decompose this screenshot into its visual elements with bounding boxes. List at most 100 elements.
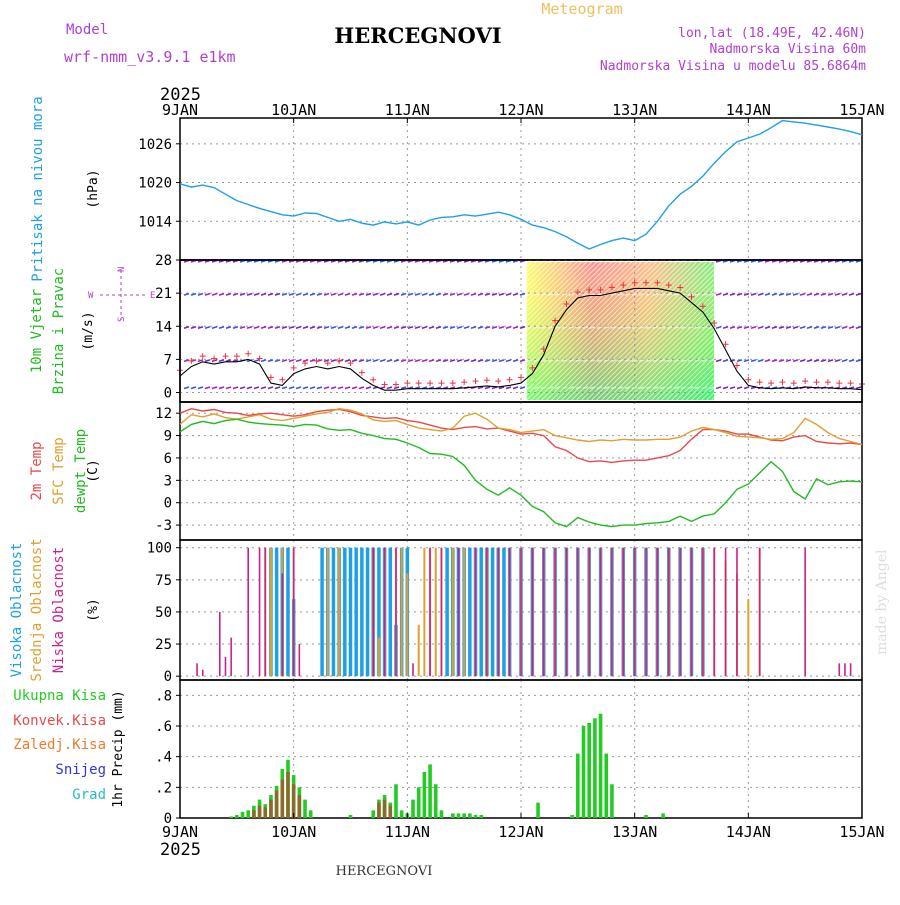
- precip-bar: [428, 764, 432, 818]
- wind-barb: [680, 386, 687, 390]
- x-tick-top: 15JAN: [839, 101, 884, 119]
- temperature-frame: [179, 401, 863, 541]
- wind-barb: [701, 386, 708, 390]
- wind-barb: [708, 359, 715, 363]
- wind-barb: [778, 326, 785, 330]
- cloud-bar: [224, 656, 227, 677]
- cloud-bar: [360, 547, 364, 677]
- wind-speed-line: [179, 287, 863, 391]
- wind-barb: [491, 359, 498, 363]
- cloud-bar: [365, 547, 370, 677]
- precip-bar: [394, 784, 398, 818]
- cloud-bar: [679, 547, 681, 677]
- cloud-bar: [486, 547, 488, 677]
- cloud-bar: [633, 547, 636, 677]
- wind-barb: [211, 386, 218, 390]
- wind-barb: [484, 359, 491, 363]
- wind-legend-n: N: [117, 267, 127, 272]
- wind-barb: [288, 292, 295, 296]
- cloud-bar: [412, 663, 414, 677]
- cloud-bar: [383, 547, 386, 677]
- wind-barb: [309, 326, 316, 330]
- cloud-bar: [320, 547, 324, 677]
- wind-barb: [519, 326, 526, 330]
- wind-barb: [309, 386, 316, 390]
- cloud-bar: [343, 547, 347, 677]
- cloud-bar: [479, 547, 483, 677]
- wind-barb: [750, 326, 757, 330]
- clouds-ytick-label: 75: [155, 573, 172, 589]
- wind-barb: [225, 386, 232, 390]
- temperature-side-label: SFC Temp: [51, 437, 67, 504]
- wind-barb: [372, 359, 379, 363]
- temperature-ylabel: (C): [86, 459, 101, 482]
- wind-barb: [533, 292, 540, 296]
- cloud-bar: [758, 547, 761, 677]
- wind-barb: [267, 386, 274, 390]
- wind-barb: [540, 326, 547, 330]
- wind-barb: [582, 359, 589, 363]
- wind-barb: [512, 326, 519, 330]
- precip-bar: [274, 790, 279, 818]
- wind-barb: [323, 359, 330, 363]
- wind-barb: [645, 359, 652, 363]
- wind-barb: [743, 292, 750, 296]
- wind-barb: [400, 359, 407, 363]
- cloud-bar: [286, 547, 290, 677]
- wind-barb: [708, 292, 715, 296]
- precip-bar: [456, 813, 461, 818]
- cloud-bar: [490, 547, 495, 677]
- wind-barb: [589, 359, 596, 363]
- wind-barb: [449, 359, 456, 363]
- precip-bar: [411, 799, 415, 818]
- wind-barb: [379, 292, 386, 296]
- wind-barb: [344, 359, 351, 363]
- wind-gust-mark: [722, 341, 729, 348]
- wind-gust-mark: [347, 360, 354, 367]
- wind-gust-mark: [336, 357, 343, 364]
- wind-barb: [288, 359, 295, 363]
- wind-barb: [694, 386, 701, 390]
- wind-barb: [351, 386, 358, 390]
- wind-barb: [799, 359, 806, 363]
- wind-barb: [190, 386, 197, 390]
- precip-bar: [422, 772, 427, 818]
- wind-barb: [785, 359, 792, 363]
- wind-barb: [645, 326, 652, 330]
- precip-bar: [451, 813, 455, 818]
- wind-hatch: [591, 261, 732, 401]
- wind-barb: [750, 292, 757, 296]
- cloud-bar: [724, 547, 727, 677]
- wind-barb: [687, 359, 694, 363]
- pressure-side-label: Pritisak na nivou mora: [30, 96, 46, 281]
- wind-barb: [344, 292, 351, 296]
- wind-barb: [638, 386, 645, 390]
- precip-bar: [598, 713, 603, 818]
- wind-gust-mark: [824, 379, 831, 386]
- wind-hatch: [516, 261, 657, 401]
- wind-barb: [533, 359, 540, 363]
- wind-barb: [848, 359, 855, 363]
- wind-hatch: [581, 261, 722, 401]
- wind-barb: [512, 386, 519, 390]
- pressure-ytick-label: 1014: [138, 214, 172, 230]
- wind-barb: [848, 326, 855, 330]
- temperature-side-label: dewpt Temp: [73, 429, 89, 513]
- wind-barb: [743, 386, 750, 390]
- wind-barb: [456, 326, 463, 330]
- wind-barb: [365, 386, 372, 390]
- wind-barb: [393, 292, 400, 296]
- precip-bar: [604, 753, 609, 818]
- side-labels: Pritisak na nivou mora 10m Vjetar Brzina i…: [9, 96, 106, 803]
- temperature-side-label: 2m Temp: [29, 441, 45, 500]
- wind-barb: [771, 359, 778, 363]
- wind-barb: [855, 326, 862, 330]
- wind-hatch: [586, 261, 727, 401]
- wind-barb: [638, 292, 645, 296]
- wind-mask-left: [181, 261, 527, 401]
- clouds-ytick-label: 0: [164, 669, 172, 685]
- wind-barb: [463, 359, 470, 363]
- wind-barb: [281, 359, 288, 363]
- wind-barb: [323, 326, 330, 330]
- wind-barb: [722, 326, 729, 330]
